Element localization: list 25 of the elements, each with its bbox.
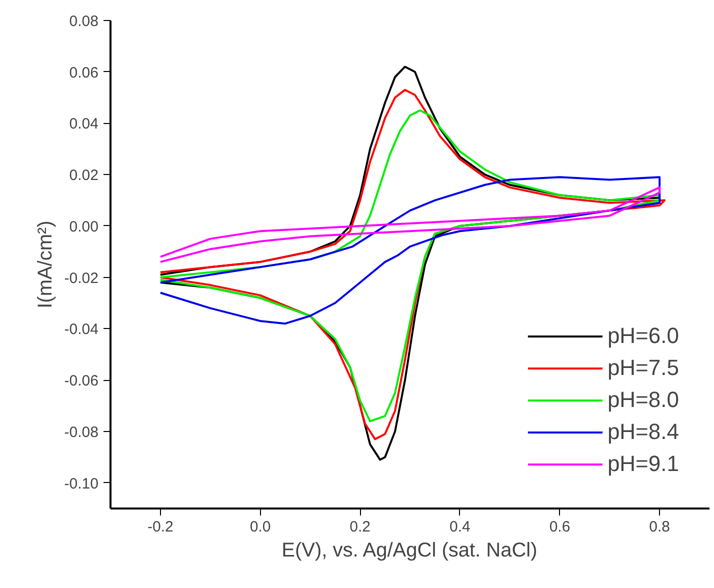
x-tick-label: 0.8 [649,518,670,536]
y-tick-label: 0.06 [69,64,99,82]
y-tick-label: -0.04 [64,321,99,338]
x-axis-title: E(V), vs. Ag/AgCl (sat. NaCl) [282,540,538,562]
y-tick-label: -0.02 [64,270,99,287]
y-tick-label: 0.04 [69,116,99,133]
x-tick-label: 0.4 [449,518,470,536]
legend-label: pH=9.1 [607,450,679,478]
y-tick-label: -0.08 [64,424,99,441]
y-tick-label: 0.08 [69,13,99,30]
x-tick-label: 0.6 [549,518,570,536]
y-tick-label: -0.06 [64,372,99,390]
line-series [159,186,661,263]
legend-label: pH=7.5 [607,354,679,382]
legend-label: pH=8.4 [607,418,679,446]
y-tick-label: -0.10 [64,475,99,492]
line-series [159,176,661,325]
y-tick-label: 0.02 [69,167,99,184]
x-tick-label: 0.0 [250,518,271,536]
y-tick-label: 0.00 [69,218,99,236]
legend-label: pH=6.0 [607,322,679,350]
x-tick-label: -0.2 [147,518,174,536]
y-axis-title: I(mA/cm²) [34,220,56,308]
legend-label: pH=8.0 [607,386,679,414]
x-tick-label: 0.2 [350,518,371,536]
